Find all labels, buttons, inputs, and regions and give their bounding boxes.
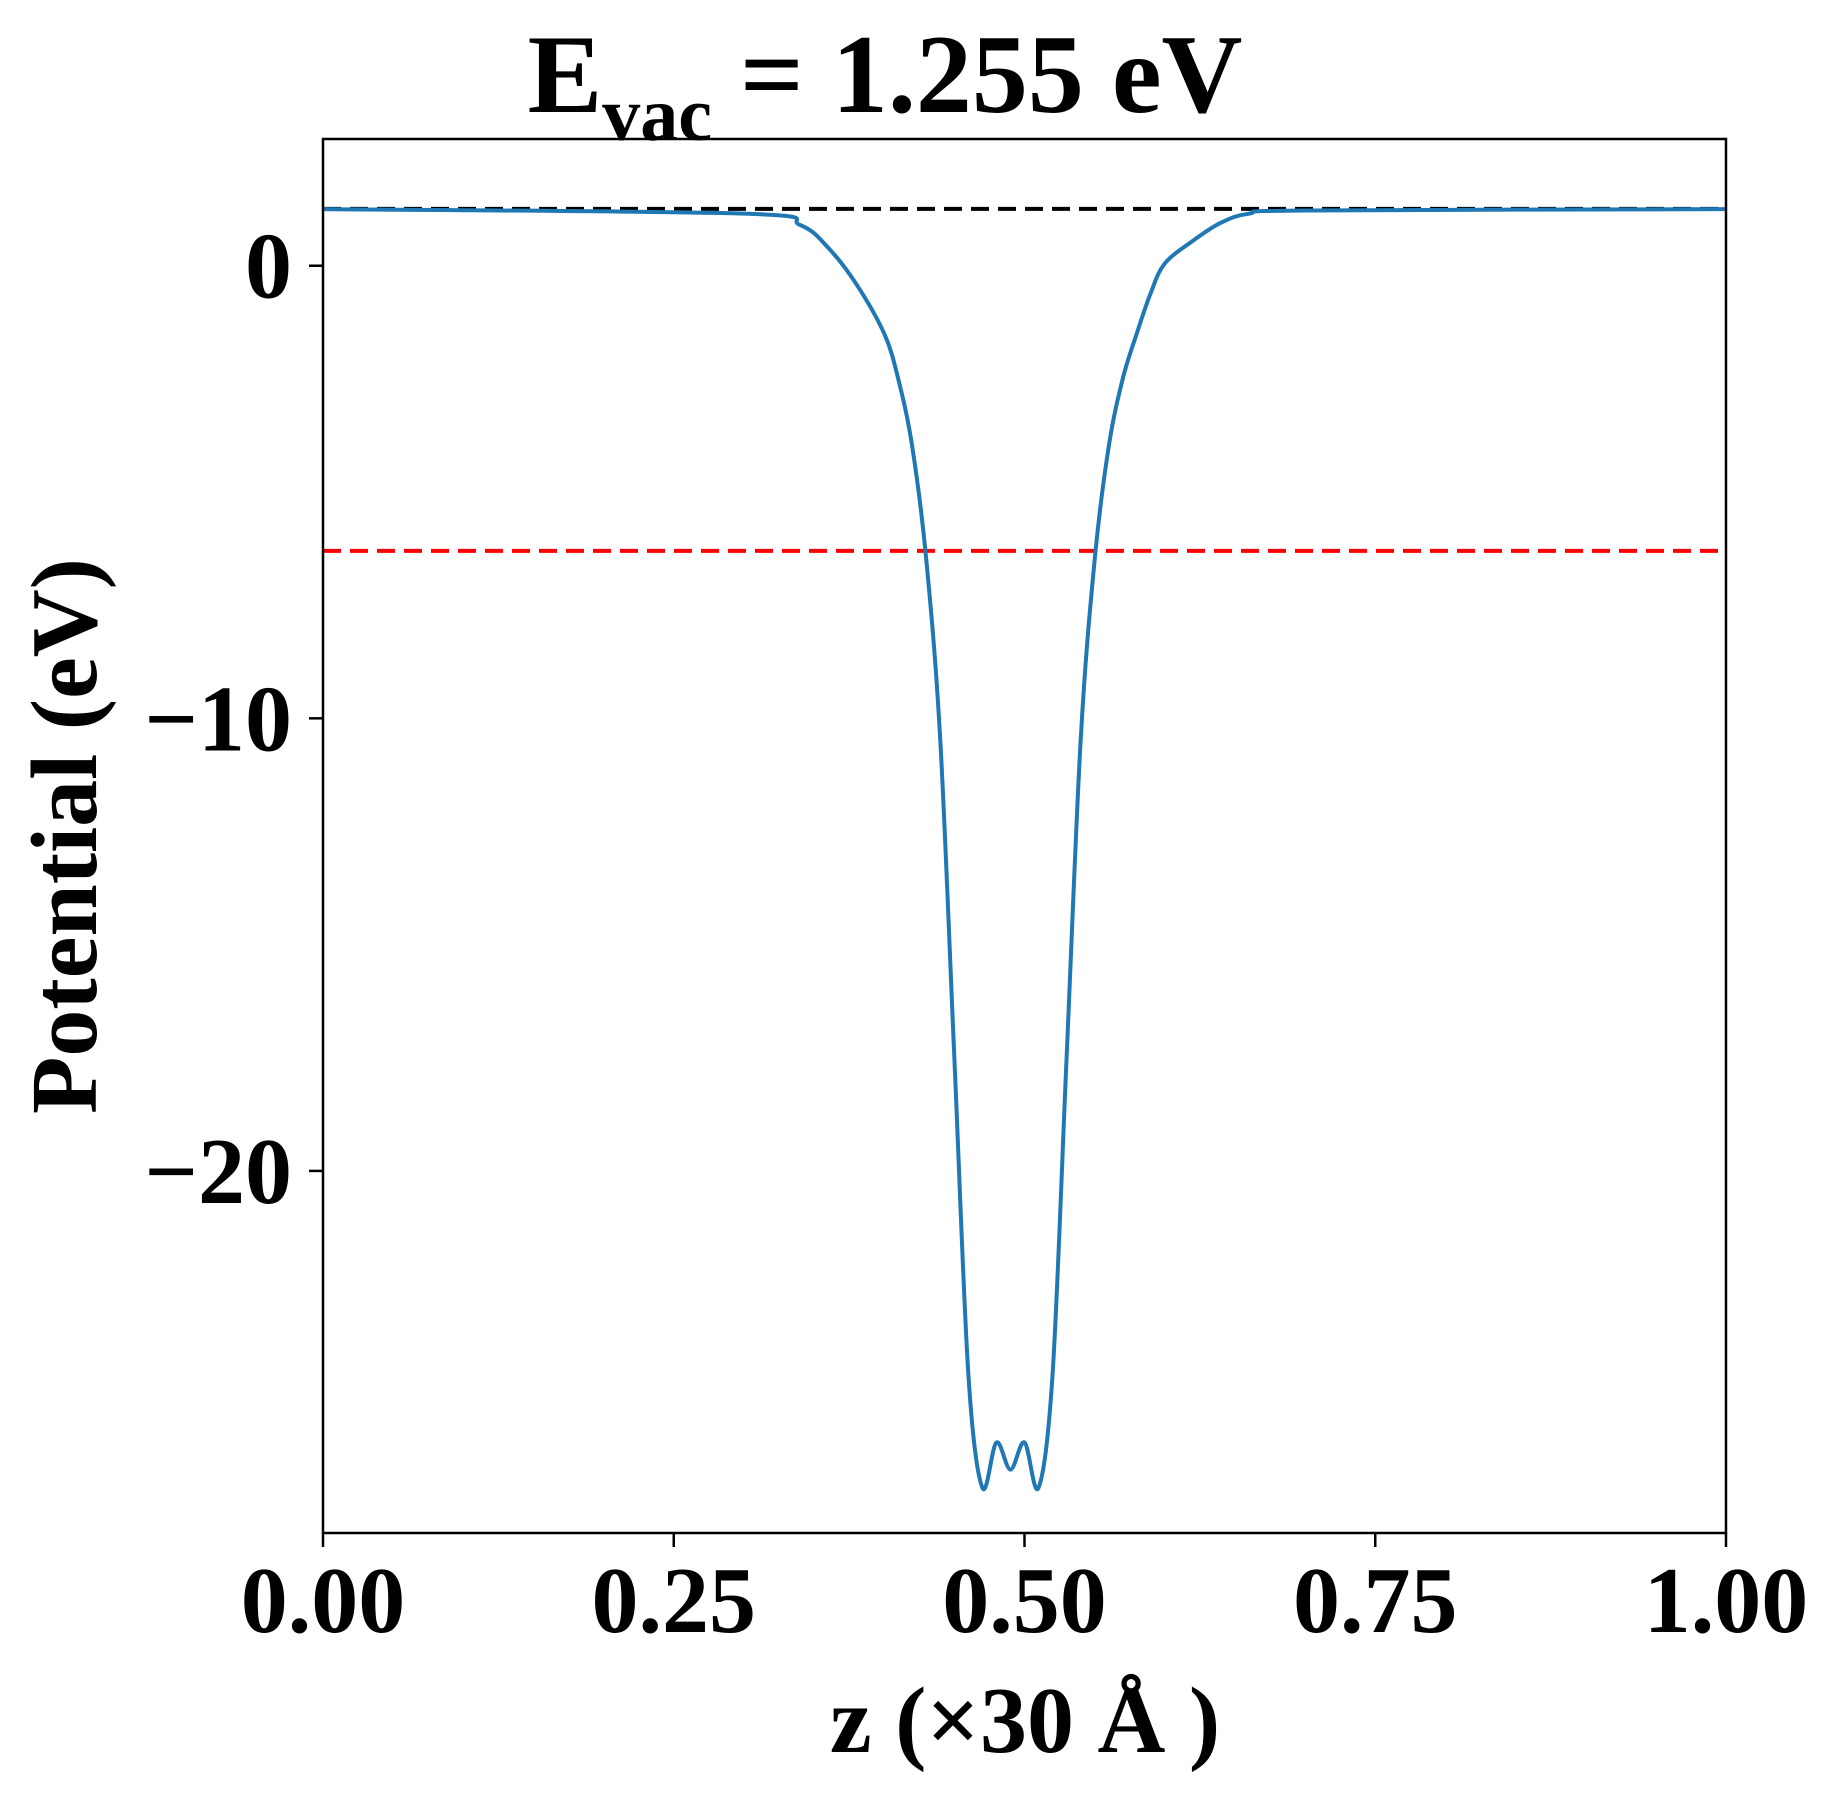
x-tick-label: 0.50 [942,1549,1107,1653]
y-tick-label: −20 [144,1120,292,1224]
x-tick-label: 0.75 [1293,1549,1458,1653]
plot-frame [321,137,1728,1535]
x-axis-ticks: 0.00 0.25 0.50 0.75 1.00 [241,1533,1809,1653]
x-tick-label: 0.00 [241,1549,406,1653]
x-tick-label: 0.25 [592,1549,757,1653]
chart-title-main: E [528,13,603,137]
reference-lines [323,206,1726,553]
potential-series-line [322,207,1727,1492]
x-axis-label: z (×30 Å ) [830,1669,1220,1773]
y-axis-ticks: 0 −10 −20 [144,215,323,1224]
series-layer [322,207,1727,1492]
chart-title: Evac = 1.255 eV [528,13,1243,157]
x-tick-label: 1.00 [1644,1549,1809,1653]
chart-title-rest: = 1.255 eV [712,13,1242,137]
chart-title-subscript: vac [602,73,712,157]
y-tick-label: 0 [245,215,292,319]
y-tick-label: −10 [144,667,292,771]
y-axis-label: Potential (eV) [13,558,117,1114]
